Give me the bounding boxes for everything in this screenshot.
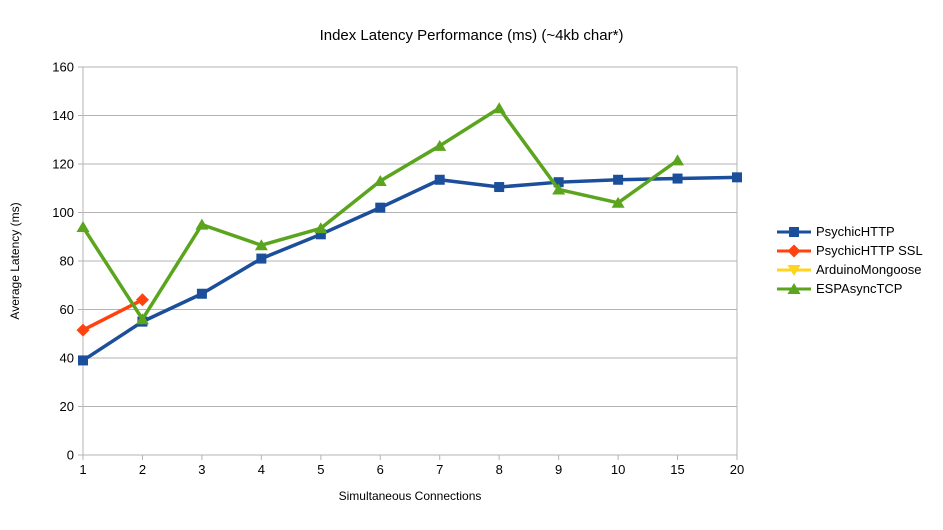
x-tick-label: 6 — [377, 462, 384, 477]
data-point-marker — [434, 174, 445, 185]
data-point-marker — [256, 253, 267, 264]
x-tick-label: 8 — [496, 462, 503, 477]
data-point-marker — [433, 139, 447, 151]
data-point-marker — [613, 174, 624, 185]
series-espasynctcp — [76, 102, 685, 325]
data-point-marker — [78, 355, 88, 366]
y-tick-label: 120 — [52, 157, 74, 172]
legend-item-espasynctcp: ESPAsyncTCP — [777, 279, 923, 298]
x-tick-label: 10 — [611, 462, 625, 477]
legend-item-psychichttp: PsychicHTTP — [777, 222, 923, 241]
x-axis-title: Simultaneous Connections — [338, 489, 482, 503]
y-tick-label: 20 — [60, 399, 74, 414]
data-point-marker — [672, 173, 683, 184]
legend-marker-square-icon — [777, 226, 811, 237]
series-line — [82, 175, 738, 362]
legend: PsychicHTTP PsychicHTTP SSL ArduinoMongoos… — [777, 222, 923, 298]
legend-marker-triangle-up-icon — [777, 282, 811, 294]
legend-label: ESPAsyncTCP — [816, 281, 903, 296]
y-tick-label: 160 — [52, 60, 74, 75]
y-tick-label: 60 — [60, 302, 74, 317]
x-tick-label: 4 — [258, 462, 265, 477]
y-tick-label: 100 — [52, 205, 74, 220]
data-point-marker — [195, 218, 209, 230]
x-tick-label: 5 — [317, 462, 324, 477]
data-point-marker — [373, 174, 387, 186]
x-tick-label: 1 — [79, 462, 86, 477]
data-point-marker — [76, 221, 90, 233]
chart-title: Index Latency Performance (ms) (~4kb cha… — [319, 27, 624, 44]
legend-label: PsychicHTTP SSL — [816, 243, 923, 258]
series-psychichttp — [78, 172, 742, 366]
data-point-marker — [611, 196, 625, 208]
x-tick-label: 2 — [139, 462, 146, 477]
gridlines: 0 20 40 60 80 100 120 140 160 — [52, 60, 737, 463]
data-point-marker — [135, 313, 149, 325]
y-tick-label: 80 — [60, 254, 74, 269]
y-tick-label: 140 — [52, 108, 74, 123]
data-point-marker — [492, 102, 506, 114]
axes: 1 2 3 4 5 6 7 8 9 10 15 20 — [79, 67, 744, 477]
y-tick-label: 40 — [60, 351, 74, 366]
data-point-marker — [671, 154, 685, 166]
x-tick-label: 7 — [436, 462, 443, 477]
y-tick-label: 0 — [67, 448, 74, 463]
series-line — [81, 106, 679, 321]
data-point-marker — [135, 293, 149, 307]
legend-item-psychichttp-ssl: PsychicHTTP SSL — [777, 241, 923, 260]
legend-label: PsychicHTTP — [816, 224, 895, 239]
data-point-marker — [375, 202, 386, 213]
data-point-marker — [732, 172, 742, 183]
x-tick-label: 9 — [555, 462, 562, 477]
data-point-marker — [76, 323, 90, 337]
legend-label: ArduinoMongoose — [816, 262, 922, 277]
data-point-marker — [314, 222, 328, 234]
x-tick-label: 20 — [730, 462, 744, 477]
data-point-marker — [254, 239, 268, 251]
data-point-marker — [552, 183, 566, 195]
data-point-marker — [196, 288, 207, 299]
legend-item-arduinomongoose: ArduinoMongoose — [777, 260, 923, 279]
data-point-marker — [494, 182, 505, 193]
legend-marker-diamond-icon — [777, 244, 811, 257]
x-tick-label: 15 — [670, 462, 684, 477]
legend-marker-triangle-down-icon — [777, 264, 811, 276]
x-tick-label: 3 — [198, 462, 205, 477]
